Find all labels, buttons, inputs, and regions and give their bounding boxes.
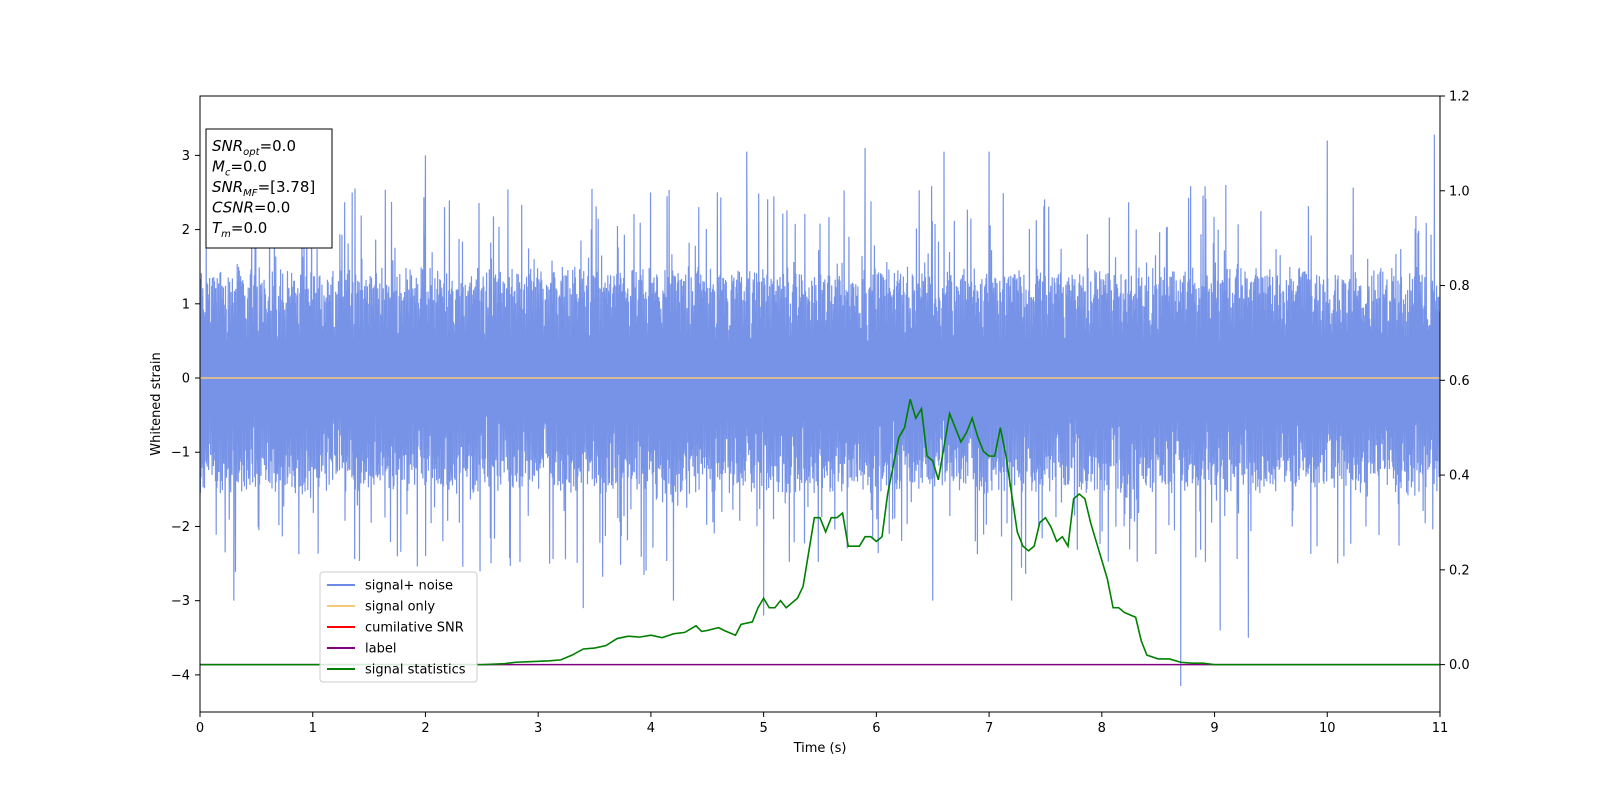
y2-tick-label: 0.0 — [1449, 658, 1470, 673]
legend: signal+ noise signal only cumilative SNR la… — [319, 571, 478, 683]
y-tick-label: 3 — [182, 149, 190, 164]
x-tick-label: 4 — [647, 721, 655, 736]
signal-noise-series — [200, 134, 1440, 687]
y-tick-label: 2 — [182, 223, 190, 238]
y-tick-label: −3 — [171, 594, 190, 609]
x-tick-label: 3 — [534, 721, 542, 736]
y2-tick-label: 0.4 — [1449, 469, 1470, 484]
info-box-line: SNRMF=[3.78] — [212, 178, 315, 199]
y-axis-left: −4 −3 −2 −1 0 1 2 3 — [171, 149, 200, 683]
info-box-frame — [205, 128, 333, 249]
y2-tick-label: 1.2 — [1449, 90, 1470, 105]
x-axis: 0 1 2 3 4 5 6 7 8 9 10 11 — [196, 712, 1448, 736]
info-box-line: Tm=0.0 — [212, 219, 267, 240]
x-tick-label: 5 — [759, 721, 767, 736]
y2-tick-label: 1.0 — [1449, 184, 1470, 199]
y-axis-right: 0.0 0.2 0.4 0.6 0.8 1.0 1.2 — [1440, 90, 1470, 673]
signal-statistics-line — [200, 399, 1440, 666]
y-axis-label: Whitened strain — [149, 352, 164, 455]
legend-label: signal only — [365, 600, 435, 615]
x-tick-label: 8 — [1098, 721, 1106, 736]
legend-frame — [319, 571, 478, 683]
x-tick-label: 1 — [309, 721, 317, 736]
legend-label: signal+ noise — [365, 579, 453, 594]
plot-frame — [199, 95, 1441, 713]
legend-label: signal statistics — [365, 663, 466, 678]
x-tick-label: 6 — [872, 721, 880, 736]
x-tick-label: 2 — [421, 721, 429, 736]
legend-label: label — [365, 642, 396, 657]
y-tick-label: −2 — [171, 520, 190, 535]
y-tick-label: 1 — [182, 297, 190, 312]
y2-tick-label: 0.8 — [1449, 279, 1470, 294]
x-tick-label: 7 — [985, 721, 993, 736]
y2-tick-label: 0.6 — [1449, 374, 1470, 389]
y2-tick-label: 0.2 — [1449, 563, 1470, 578]
x-tick-label: 10 — [1319, 721, 1336, 736]
signal-noise-line — [200, 134, 1440, 687]
y-tick-label: −1 — [171, 446, 190, 461]
x-tick-label: 0 — [196, 721, 204, 736]
y-tick-label: 0 — [182, 372, 190, 387]
y-tick-label: −4 — [171, 668, 190, 683]
x-tick-label: 9 — [1210, 721, 1218, 736]
info-box-line: Mc=0.0 — [212, 158, 267, 179]
x-tick-label: 11 — [1432, 721, 1449, 736]
x-axis-label: Time (s) — [793, 741, 847, 756]
info-box-line: CSNR=0.0 — [212, 199, 290, 217]
info-box-line: SNRopt=0.0 — [212, 137, 296, 158]
legend-label: cumilative SNR — [365, 621, 464, 636]
